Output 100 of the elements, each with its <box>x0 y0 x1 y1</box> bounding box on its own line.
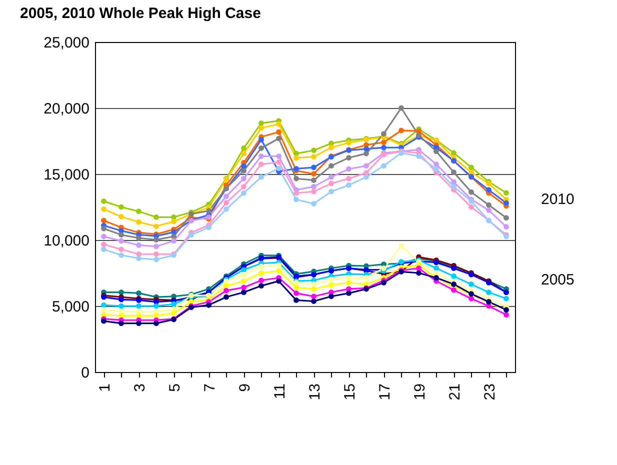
point <box>276 166 282 172</box>
point <box>416 270 422 276</box>
point <box>328 180 334 186</box>
x-tick-label: 7 <box>201 384 218 392</box>
point <box>101 218 106 224</box>
point <box>311 281 316 287</box>
point <box>434 270 439 276</box>
chart-title: 2005, 2010 Whole Peak High Case <box>20 5 261 22</box>
point <box>118 238 124 244</box>
point <box>451 170 456 176</box>
point <box>154 303 159 309</box>
point <box>504 215 509 221</box>
point <box>241 284 246 290</box>
point <box>328 163 334 169</box>
point <box>101 226 106 232</box>
x-tick-label: 1 <box>96 384 114 392</box>
point <box>154 237 159 242</box>
point <box>451 150 456 156</box>
y-tick-label: 10,000 <box>44 232 90 250</box>
point <box>101 234 106 240</box>
point <box>451 184 456 190</box>
point <box>276 121 282 127</box>
point <box>311 286 316 292</box>
point <box>486 207 492 213</box>
point <box>258 270 264 276</box>
point <box>468 189 474 195</box>
point <box>381 144 386 150</box>
point <box>364 174 369 180</box>
point <box>171 310 176 316</box>
point <box>311 171 316 177</box>
point <box>136 320 142 326</box>
point <box>468 281 474 287</box>
point <box>224 283 229 289</box>
point <box>381 131 386 136</box>
point <box>258 136 264 142</box>
point <box>118 290 124 296</box>
point <box>224 200 229 206</box>
point <box>346 275 352 280</box>
point <box>294 176 299 182</box>
point <box>294 290 299 296</box>
point <box>468 296 474 302</box>
point <box>328 144 334 150</box>
x-tick-label: 19 <box>411 384 428 400</box>
point <box>311 184 316 190</box>
point <box>346 280 352 286</box>
point <box>398 105 404 111</box>
point <box>118 252 124 258</box>
point <box>118 246 124 252</box>
point <box>224 294 229 300</box>
point <box>118 232 124 238</box>
point <box>154 224 159 230</box>
y-tick-label: 5,000 <box>52 298 90 316</box>
point <box>136 303 142 309</box>
point <box>188 232 194 238</box>
point <box>258 162 264 167</box>
point <box>346 166 352 172</box>
point <box>504 296 509 302</box>
x-tick-label: 17 <box>376 384 394 400</box>
point <box>241 163 246 169</box>
point <box>311 177 316 183</box>
point <box>224 288 229 294</box>
point <box>468 204 474 210</box>
point <box>258 125 264 131</box>
point <box>154 244 159 250</box>
point <box>258 278 264 284</box>
y-tick-label: 15,000 <box>44 166 90 184</box>
point <box>398 243 404 249</box>
x-tick-label: 9 <box>236 384 254 392</box>
point <box>451 179 456 185</box>
text: 2005 <box>541 272 574 289</box>
point <box>276 159 282 165</box>
point <box>136 290 142 296</box>
point <box>346 182 352 188</box>
point <box>311 148 316 154</box>
point <box>171 238 176 244</box>
point <box>504 224 509 230</box>
point <box>311 200 316 206</box>
point <box>258 145 264 151</box>
point <box>504 190 509 196</box>
point <box>118 296 124 302</box>
point <box>434 266 439 271</box>
y-tick-label: 20,000 <box>44 100 90 118</box>
y-tick-label: 0 <box>81 364 90 382</box>
point <box>206 208 212 214</box>
x-tick-label: 23 <box>481 384 498 400</box>
text: 2010 <box>541 190 574 208</box>
point <box>241 184 246 190</box>
point <box>276 278 282 284</box>
point <box>468 164 474 170</box>
point <box>381 163 386 169</box>
point <box>364 150 369 156</box>
point <box>258 174 264 180</box>
point <box>486 202 492 208</box>
point <box>136 312 142 318</box>
x-tick-label: 3 <box>131 384 148 392</box>
point <box>118 303 124 309</box>
point <box>364 163 369 169</box>
point <box>276 268 282 274</box>
point <box>434 166 439 172</box>
point <box>258 283 264 289</box>
